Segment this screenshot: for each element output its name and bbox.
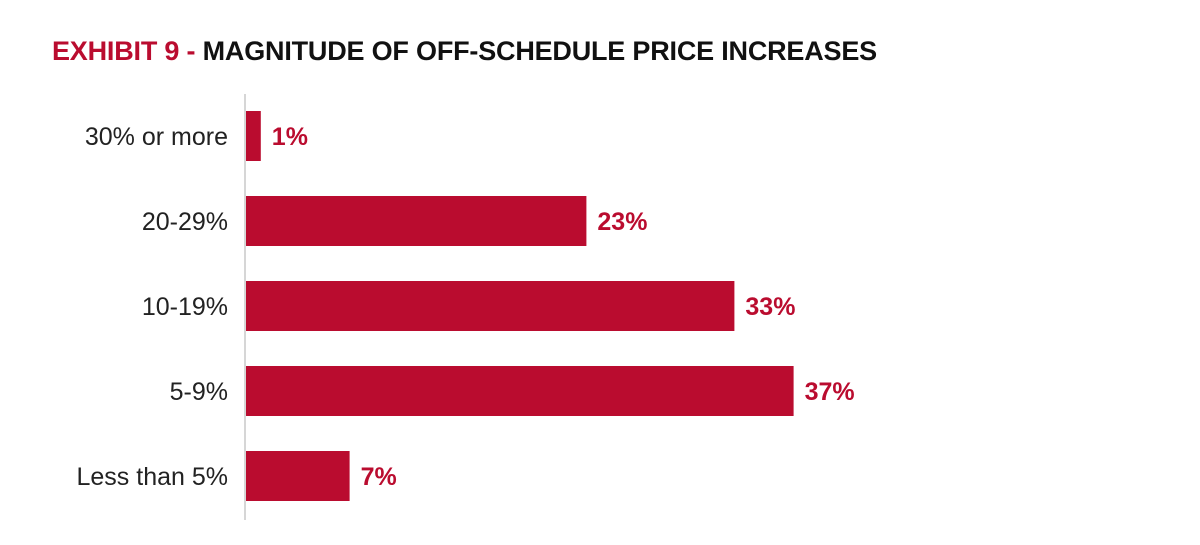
value-label-1: 23% <box>597 208 647 236</box>
exhibit-label: EXHIBIT 9 - <box>52 36 196 66</box>
bars-group <box>246 111 794 501</box>
category-label-2: 10-19% <box>142 293 228 321</box>
value-label-0: 1% <box>272 123 308 151</box>
chart-heading: MAGNITUDE OF OFF-SCHEDULE PRICE INCREASE… <box>202 36 878 66</box>
value-label-4: 7% <box>361 463 397 491</box>
value-labels-group: 1% 23% 33% 37% 7% <box>272 123 855 491</box>
bar-0 <box>246 111 261 161</box>
value-label-2: 33% <box>745 293 795 321</box>
bar-2 <box>246 281 735 331</box>
bar-4 <box>246 451 350 501</box>
bar-3 <box>246 366 794 416</box>
bar-1 <box>246 196 587 246</box>
category-labels-group: 30% or more 20-29% 10-19% 5-9% Less than 5% <box>77 123 229 491</box>
category-label-0: 30% or more <box>85 123 228 151</box>
category-label-4: Less than 5% <box>77 463 229 491</box>
chart-title: EXHIBIT 9 - MAGNITUDE OF OFF-SCHEDULE PR… <box>52 36 877 67</box>
value-label-3: 37% <box>805 378 855 406</box>
category-label-1: 20-29% <box>142 208 228 236</box>
category-label-3: 5-9% <box>170 378 228 406</box>
